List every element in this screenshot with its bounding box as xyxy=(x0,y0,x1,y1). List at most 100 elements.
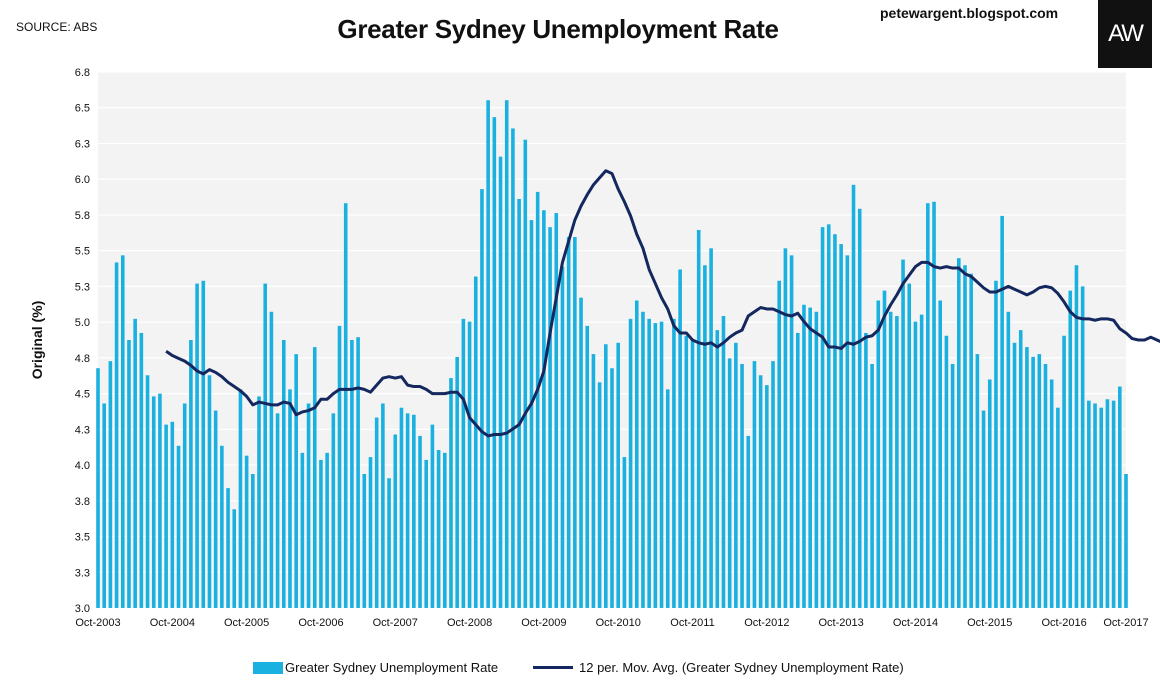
bar xyxy=(734,342,738,608)
bar xyxy=(901,259,905,608)
x-tick-label: Oct-2014 xyxy=(893,617,938,629)
bar xyxy=(641,311,645,608)
bar xyxy=(1074,265,1079,608)
bar xyxy=(690,340,695,608)
bar xyxy=(876,300,881,608)
x-tick-label: Oct-2013 xyxy=(819,617,864,629)
bar xyxy=(975,354,980,608)
bar xyxy=(498,156,503,608)
bar xyxy=(864,332,868,608)
bar xyxy=(350,340,354,608)
bar xyxy=(1080,286,1085,608)
bar xyxy=(721,316,726,608)
bar xyxy=(1012,342,1017,608)
bar xyxy=(703,265,707,608)
x-tick-label: Oct-2005 xyxy=(224,617,269,629)
bar xyxy=(672,318,676,608)
y-tick-label: 4.0 xyxy=(75,460,90,472)
bar xyxy=(696,229,701,608)
bar xyxy=(480,189,484,609)
bar xyxy=(678,269,682,608)
bar xyxy=(244,455,249,608)
bar xyxy=(926,203,930,608)
bar xyxy=(913,321,918,608)
bar xyxy=(145,375,150,608)
bar xyxy=(715,330,720,608)
bar xyxy=(746,435,751,608)
bar xyxy=(783,248,788,608)
bar xyxy=(851,184,856,608)
bar xyxy=(312,347,317,608)
bar xyxy=(727,358,732,608)
bar xyxy=(628,318,633,608)
x-tick-label: Oct-2008 xyxy=(447,617,492,629)
bar xyxy=(102,403,106,608)
bar xyxy=(771,361,775,608)
chart-title: Greater Sydney Unemployment Rate xyxy=(337,14,779,44)
bar xyxy=(195,283,199,608)
bar xyxy=(616,342,620,608)
bar xyxy=(399,407,404,608)
y-tick-label: 3.8 xyxy=(75,496,90,508)
bar xyxy=(1018,330,1023,608)
x-tick-label: Oct-2007 xyxy=(373,617,418,629)
bar xyxy=(473,276,478,608)
legend-bar-entry: Greater Sydney Unemployment Rate xyxy=(253,660,498,675)
bar xyxy=(845,255,850,609)
bar xyxy=(504,100,509,609)
bar xyxy=(189,340,193,608)
bar xyxy=(442,452,447,608)
bar xyxy=(963,265,967,608)
bar xyxy=(517,198,521,608)
bar xyxy=(201,280,206,608)
bar xyxy=(1124,474,1128,608)
bar xyxy=(758,375,763,608)
legend-line-entry: 12 per. Mov. Avg. (Greater Sydney Unempl… xyxy=(533,660,904,675)
bar xyxy=(151,396,156,608)
x-tick-label: Oct-2017 xyxy=(1103,617,1148,629)
bar xyxy=(325,452,329,608)
bar xyxy=(969,273,973,608)
bar xyxy=(808,307,812,608)
bar xyxy=(294,354,298,608)
bar xyxy=(436,450,441,608)
bar xyxy=(337,325,342,608)
bar xyxy=(895,316,899,608)
y-tick-label: 3.0 xyxy=(75,603,90,615)
bar xyxy=(1118,386,1122,608)
bar xyxy=(523,139,528,608)
bar xyxy=(604,344,608,608)
y-tick-label: 3.5 xyxy=(75,532,90,544)
legend-line-label: 12 per. Mov. Avg. (Greater Sydney Unempl… xyxy=(579,660,904,675)
bar xyxy=(938,300,943,608)
bar xyxy=(709,248,713,608)
x-tick-label: Oct-2016 xyxy=(1041,617,1086,629)
bar xyxy=(356,337,360,608)
bar xyxy=(362,474,367,608)
bar xyxy=(653,323,658,608)
bar xyxy=(932,201,936,608)
unemployment-chart: 3.0 3.3 3.5 3.8 4.0 4.3 4.5 4.8 5.0 5.3 5.5 5.8 6.0 6… xyxy=(29,67,1160,629)
x-tick-label: Oct-2011 xyxy=(670,617,714,629)
bar-series xyxy=(96,100,1128,609)
bar xyxy=(1093,403,1097,608)
bar xyxy=(647,318,651,608)
bar xyxy=(114,262,119,608)
bar xyxy=(765,385,769,608)
y-tick-label: 6.3 xyxy=(75,138,90,150)
bar xyxy=(251,474,255,608)
bar xyxy=(120,255,125,609)
bar xyxy=(108,361,113,608)
bar xyxy=(182,403,187,608)
aw-logo: AW xyxy=(1098,0,1152,68)
bar xyxy=(257,396,261,608)
bar xyxy=(170,421,175,608)
bar xyxy=(430,424,435,608)
y-axis-label: Original (%) xyxy=(29,301,45,380)
bar xyxy=(777,280,782,608)
x-tick-label: Oct-2009 xyxy=(521,617,566,629)
bar xyxy=(1111,400,1116,608)
y-tick-label: 4.5 xyxy=(75,389,90,401)
bar xyxy=(1049,379,1054,608)
bar xyxy=(381,403,385,608)
